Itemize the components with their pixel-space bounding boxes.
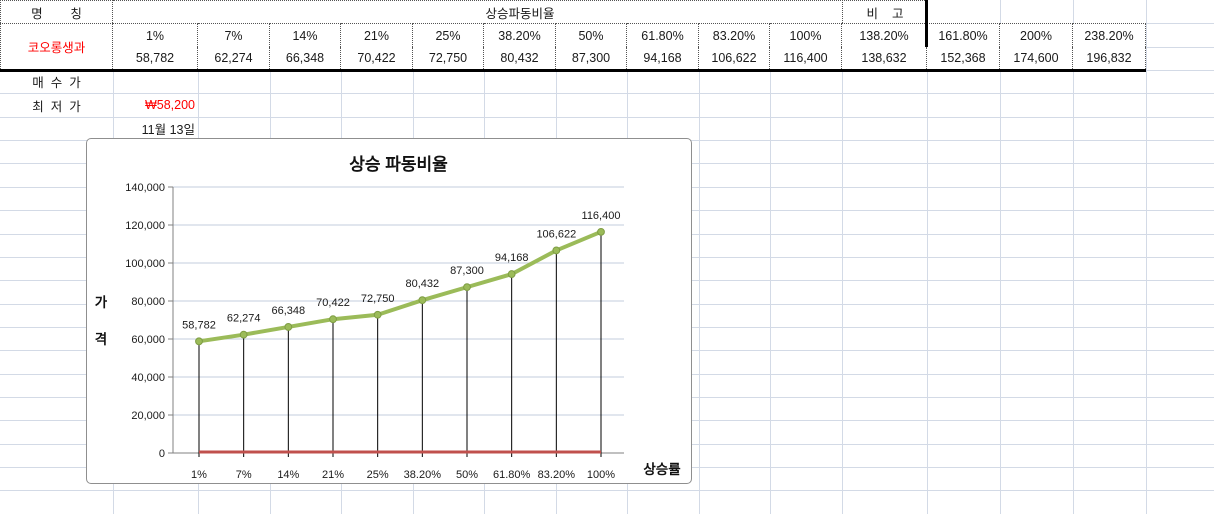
- x-tick-label: 100%: [587, 469, 615, 481]
- data-point-marker[interactable]: [284, 323, 293, 331]
- x-tick-label: 1%: [191, 469, 207, 481]
- stock-name-cell[interactable]: 코오롱생과: [0, 23, 113, 69]
- data-point-marker[interactable]: [329, 315, 337, 324]
- buy-price-label-cell[interactable]: 매 수 가: [32, 76, 81, 90]
- data-point-marker[interactable]: [552, 246, 561, 255]
- y-tick-label: 140,000: [125, 182, 165, 194]
- percent-cell[interactable]: 25%: [413, 23, 484, 47]
- percent-cell[interactable]: 50%: [556, 23, 627, 47]
- sheet-gridline-horizontal: [0, 117, 1214, 118]
- y-tick-label: 120,000: [125, 220, 165, 232]
- x-tick-label: 61.80%: [493, 469, 531, 481]
- data-label: 70,422: [316, 297, 350, 309]
- value-cell[interactable]: 70,422: [341, 47, 413, 69]
- percent-cell[interactable]: 138.20%: [842, 23, 927, 47]
- value-cell[interactable]: 138,632: [842, 47, 927, 69]
- value-cell[interactable]: 152,368: [927, 47, 1000, 69]
- table-thick-bottom-border: [0, 69, 1146, 72]
- value-cell[interactable]: 94,168: [627, 47, 699, 69]
- value-cell[interactable]: 58,782: [113, 47, 198, 69]
- percent-cell[interactable]: 7%: [198, 23, 270, 47]
- data-label: 106,622: [536, 228, 576, 240]
- data-label: 80,432: [406, 278, 440, 290]
- y-axis-label: 가: [95, 295, 108, 310]
- data-point-marker[interactable]: [507, 270, 516, 278]
- data-label: 58,782: [182, 319, 216, 331]
- x-tick-label: 38.20%: [404, 469, 442, 481]
- value-cell[interactable]: 66,348: [270, 47, 341, 69]
- x-axis-label: 상승률: [643, 461, 681, 477]
- name-label-cell[interactable]: 명 칭: [0, 0, 113, 23]
- value-cell[interactable]: 80,432: [484, 47, 556, 69]
- y-axis-label: 격: [95, 331, 107, 347]
- percent-cell[interactable]: 83.20%: [699, 23, 770, 47]
- x-tick-label: 83.20%: [538, 469, 576, 481]
- y-tick-label: 100,000: [125, 258, 165, 270]
- data-label: 87,300: [450, 265, 484, 277]
- percent-cell[interactable]: 21%: [341, 23, 413, 47]
- x-tick-label: 14%: [277, 469, 299, 481]
- value-cell[interactable]: 72,750: [413, 47, 484, 69]
- value-cell[interactable]: 116,400: [770, 47, 842, 69]
- data-point-marker[interactable]: [463, 283, 471, 292]
- data-label: 94,168: [495, 252, 529, 264]
- percent-cell[interactable]: 38.20%: [484, 23, 556, 47]
- line-series: [197, 229, 603, 344]
- x-tick-label: 21%: [322, 469, 344, 481]
- sheet-gridline-horizontal: [0, 490, 1214, 491]
- y-tick-label: 40,000: [131, 372, 165, 384]
- low-price-label-cell[interactable]: 최 저 가: [32, 99, 81, 114]
- value-cell[interactable]: 106,622: [699, 47, 770, 69]
- table-thick-vertical-border: [925, 0, 928, 47]
- y-tick-label: 20,000: [131, 410, 165, 422]
- data-point-marker[interactable]: [239, 330, 248, 339]
- low-price-value-cell[interactable]: ₩58,200: [144, 98, 195, 112]
- data-point-marker[interactable]: [597, 227, 605, 236]
- percent-cell[interactable]: 100%: [770, 23, 842, 47]
- data-label: 116,400: [582, 210, 621, 222]
- chart-canvas: 0 20,000 40,000 60,000 80,000 100,000 120,000 1…: [95, 155, 681, 481]
- data-label: 66,348: [272, 305, 306, 317]
- date-cell[interactable]: 11월 13일: [141, 123, 195, 137]
- percent-cell[interactable]: 200%: [1000, 23, 1073, 47]
- percent-cell[interactable]: 61.80%: [627, 23, 699, 47]
- x-tick-label: 50%: [456, 469, 478, 481]
- chart-frame[interactable]: 0 20,000 40,000 60,000 80,000 100,000 120,000 1…: [86, 138, 692, 484]
- data-point-marker[interactable]: [418, 296, 427, 305]
- x-tick-label: 7%: [236, 469, 252, 481]
- x-tick-label: 25%: [367, 469, 389, 481]
- data-point-marker[interactable]: [373, 310, 382, 319]
- table-header-title-cell[interactable]: 상승파동비율: [113, 0, 927, 23]
- percent-cell[interactable]: 14%: [270, 23, 341, 47]
- y-tick-label: 80,000: [131, 296, 165, 308]
- chart-title: 상승 파동비율: [349, 155, 448, 174]
- value-cell[interactable]: 87,300: [556, 47, 627, 69]
- percent-cell[interactable]: 161.80%: [927, 23, 1000, 47]
- value-cell[interactable]: 174,600: [1000, 47, 1073, 69]
- data-point-marker[interactable]: [195, 337, 203, 346]
- value-cell[interactable]: 196,832: [1073, 47, 1146, 69]
- percent-cell[interactable]: 1%: [113, 23, 198, 47]
- y-tick-label: 60,000: [131, 334, 165, 346]
- percent-cell[interactable]: 238.20%: [1073, 23, 1146, 47]
- sheet-gridline-horizontal: [0, 93, 1214, 94]
- data-label: 62,274: [227, 313, 261, 325]
- note-label-cell[interactable]: 비 고: [842, 0, 927, 23]
- value-cell[interactable]: 62,274: [198, 47, 270, 69]
- data-label: 72,750: [361, 293, 395, 305]
- y-tick-label: 0: [159, 448, 165, 460]
